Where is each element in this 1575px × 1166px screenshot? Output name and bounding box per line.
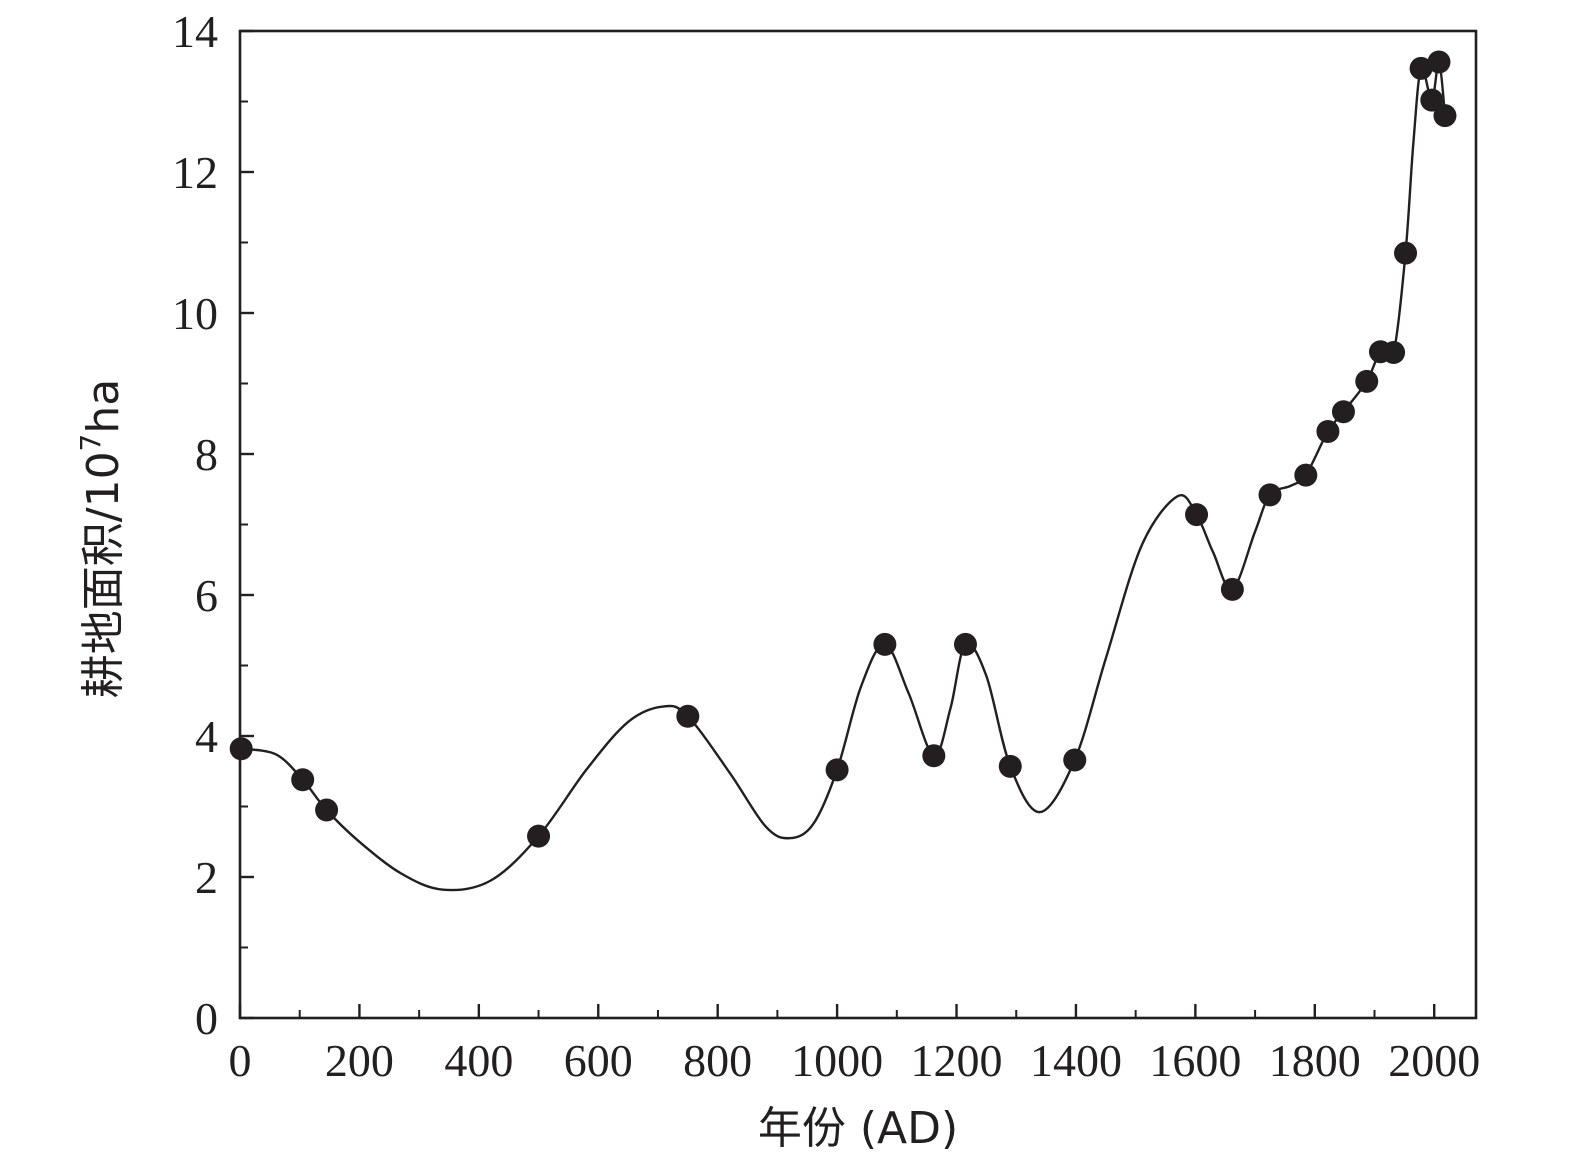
data-point: [998, 754, 1022, 778]
x-tick-label: 600: [564, 1035, 633, 1086]
data-point: [1331, 400, 1355, 424]
data-point: [1427, 50, 1451, 74]
data-point: [1220, 577, 1244, 601]
data-point: [676, 704, 700, 728]
y-axis-title: 耕地面积/107ha: [74, 379, 129, 699]
y-tick-label: 14: [172, 6, 218, 57]
axis-ticks: [238, 29, 1436, 1020]
data-point: [1433, 104, 1457, 128]
x-axis-title: 年份 (AD): [758, 1103, 958, 1154]
plot-frame: [238, 29, 1478, 1020]
data-point: [1409, 56, 1433, 80]
x-tick-label: 2000: [1388, 1035, 1480, 1086]
data-point: [1294, 463, 1318, 487]
x-tick-label: 400: [444, 1035, 513, 1086]
data-point: [1185, 503, 1209, 527]
tick-labels: 0 200 400 600 800 1000 1200 1400 1600 1800 2000 0 2 4…: [172, 6, 1480, 1086]
data-point: [1258, 483, 1282, 507]
data-point: [291, 768, 315, 792]
x-tick-label: 1800: [1269, 1035, 1361, 1086]
y-axis-title-unit: ha: [78, 379, 129, 434]
data-point: [825, 758, 849, 782]
data-point: [1316, 419, 1340, 443]
data-points: [229, 50, 1457, 848]
x-tick-label: 1400: [1030, 1035, 1122, 1086]
data-point: [1382, 340, 1406, 364]
x-tick-label: 800: [683, 1035, 752, 1086]
data-point: [873, 632, 897, 656]
y-tick-label: 8: [195, 429, 218, 480]
y-axis-title-exponent: 7: [74, 434, 107, 452]
data-point: [953, 632, 977, 656]
y-tick-label: 2: [195, 852, 218, 903]
y-axis-title-main: 耕地面积/10: [78, 451, 129, 698]
y-tick-label: 0: [195, 993, 218, 1044]
y-tick-label: 10: [172, 288, 218, 339]
x-tick-label: 1200: [911, 1035, 1003, 1086]
y-tick-label: 4: [195, 711, 218, 762]
data-point: [527, 824, 551, 848]
y-tick-label: 12: [172, 147, 218, 198]
data-point: [1394, 241, 1418, 265]
y-tick-label: 6: [195, 570, 218, 621]
x-tick-label: 0: [229, 1035, 252, 1086]
x-tick-label: 1600: [1149, 1035, 1241, 1086]
x-tick-label: 1000: [791, 1035, 883, 1086]
x-tick-label: 200: [325, 1035, 394, 1086]
data-point: [1420, 88, 1444, 112]
data-point: [922, 744, 946, 768]
data-point: [315, 798, 339, 822]
data-point: [1063, 748, 1087, 772]
data-point: [1355, 369, 1379, 393]
